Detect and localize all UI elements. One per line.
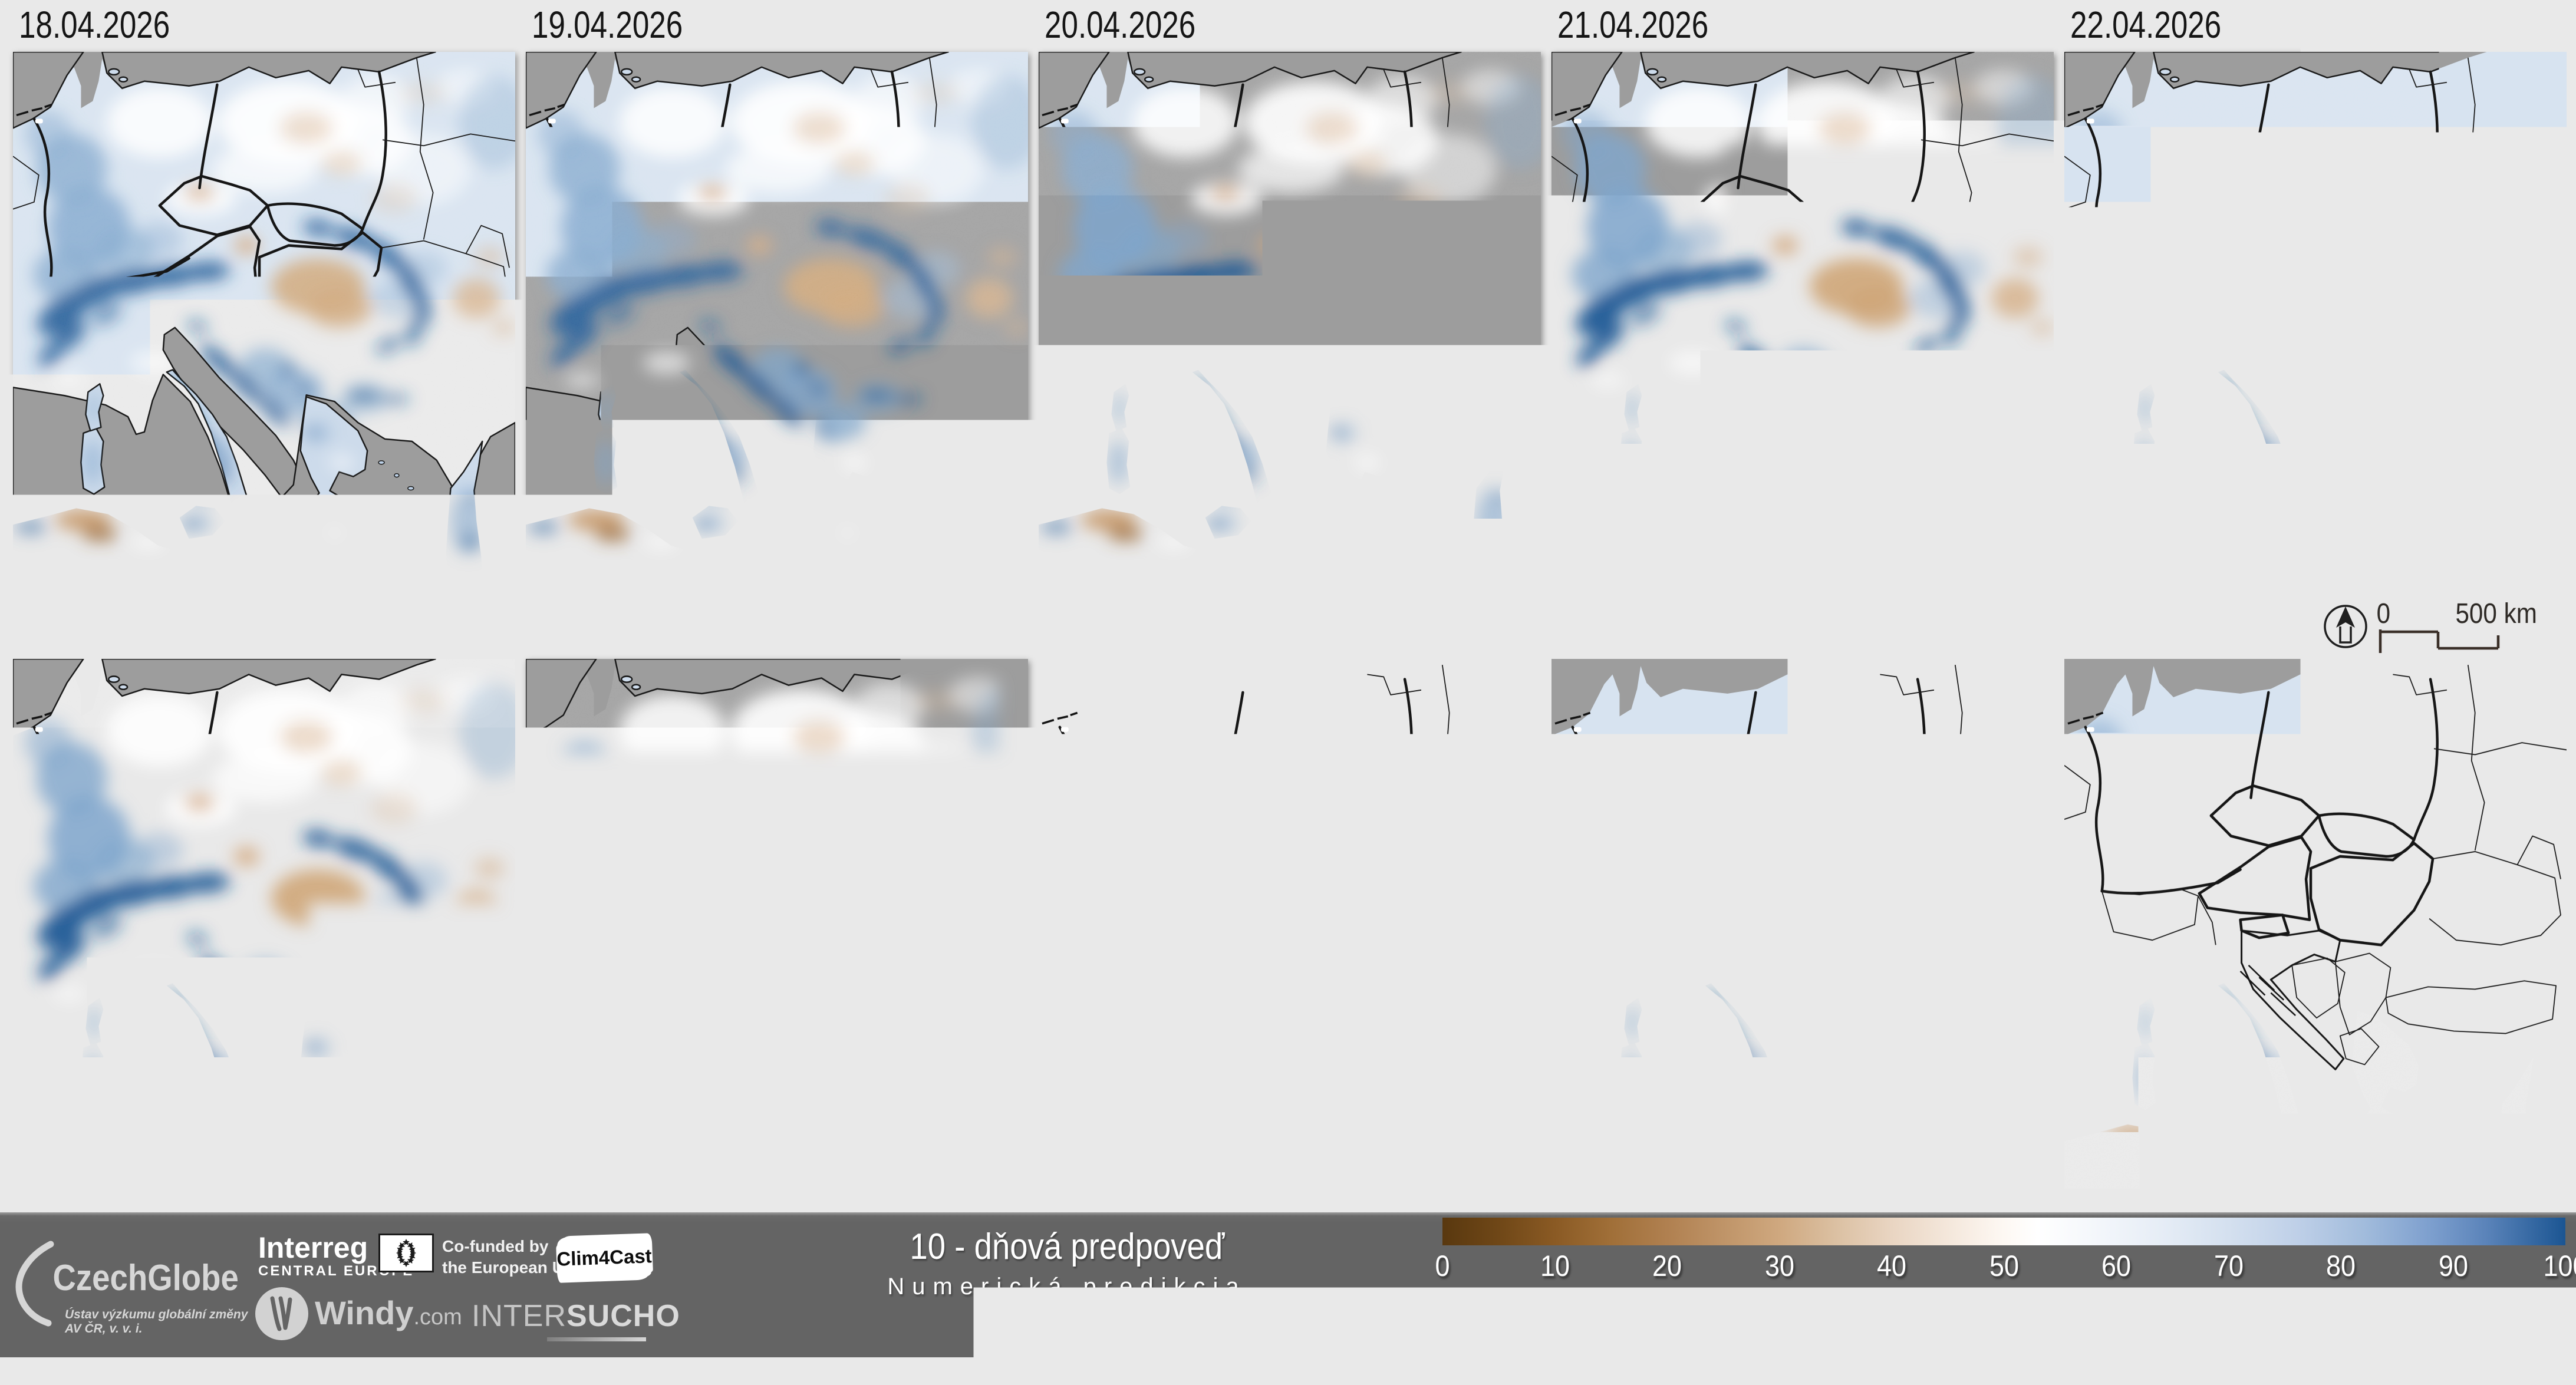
intersucho-underline bbox=[547, 1337, 646, 1341]
czechglobe-logo: CzechGlobe Ústav výzkumu globální změny … bbox=[14, 1238, 250, 1350]
clim4cast-logo: Clim4Cast bbox=[557, 1234, 651, 1281]
scale-bar-steps bbox=[2378, 624, 2503, 657]
date-row-1: 18.04.2026 19.04.2026 20.04.2026 21.04.2… bbox=[13, 2, 2567, 50]
map-row-1 bbox=[13, 52, 2567, 586]
forecast-map-day-8 bbox=[1039, 659, 1541, 1208]
date-label: 22.04.2026 bbox=[2064, 2, 2567, 50]
forecast-map-day-10 bbox=[2064, 659, 2567, 1208]
forecast-map-day-5 bbox=[2064, 52, 2567, 592]
eu-flag-icon bbox=[378, 1234, 434, 1272]
footer-bar: CzechGlobe Ústav výzkumu globální změny … bbox=[0, 1212, 2576, 1357]
forecast-map-day-3 bbox=[1039, 52, 1541, 592]
windy-logo: Windy.com bbox=[255, 1285, 443, 1344]
forecast-map-day-4 bbox=[1551, 52, 2054, 592]
date-row-2: 23.04.2026 24.04.2026 25.04.2026 26.04.2… bbox=[13, 612, 2567, 657]
colorbar-gradient bbox=[1442, 1218, 2565, 1245]
forecast-map-day-6 bbox=[13, 659, 515, 1208]
intersucho-logo: INTERSUCHO bbox=[472, 1298, 680, 1341]
forecast-map-day-7 bbox=[526, 659, 1028, 1208]
date-label: 24.04.2026 bbox=[526, 612, 1028, 657]
colorbar-ticks: 0 10 20 30 40 50 60 70 80 90 100 bbox=[1442, 1249, 2565, 1284]
date-label: 26.04.2026 bbox=[1551, 612, 2054, 657]
date-label: 21.04.2026 bbox=[1551, 2, 2054, 50]
forecast-map-day-2 bbox=[526, 52, 1028, 592]
forecast-map-day-9 bbox=[1551, 659, 2054, 1208]
date-label: 18.04.2026 bbox=[13, 2, 515, 50]
colorbar-title: RELATÍVNE NASÝTENIE PÔDY v povrchovej vr… bbox=[1470, 1298, 2567, 1338]
map-scale-bar: 0 500 km bbox=[2321, 598, 2569, 657]
map-row-2 bbox=[13, 659, 2567, 1208]
forecast-map-day-1 bbox=[13, 52, 515, 592]
north-arrow-icon bbox=[2321, 602, 2370, 651]
forecast-title: 10 - dňová predpoveď Numerická predikcia… bbox=[867, 1226, 1267, 1384]
date-label: 23.04.2026 bbox=[13, 612, 515, 657]
date-label: 20.04.2026 bbox=[1039, 2, 1541, 50]
date-label: 19.04.2026 bbox=[526, 2, 1028, 50]
date-label: 25.04.2026 bbox=[1039, 612, 1541, 657]
windy-w-icon bbox=[255, 1287, 309, 1341]
